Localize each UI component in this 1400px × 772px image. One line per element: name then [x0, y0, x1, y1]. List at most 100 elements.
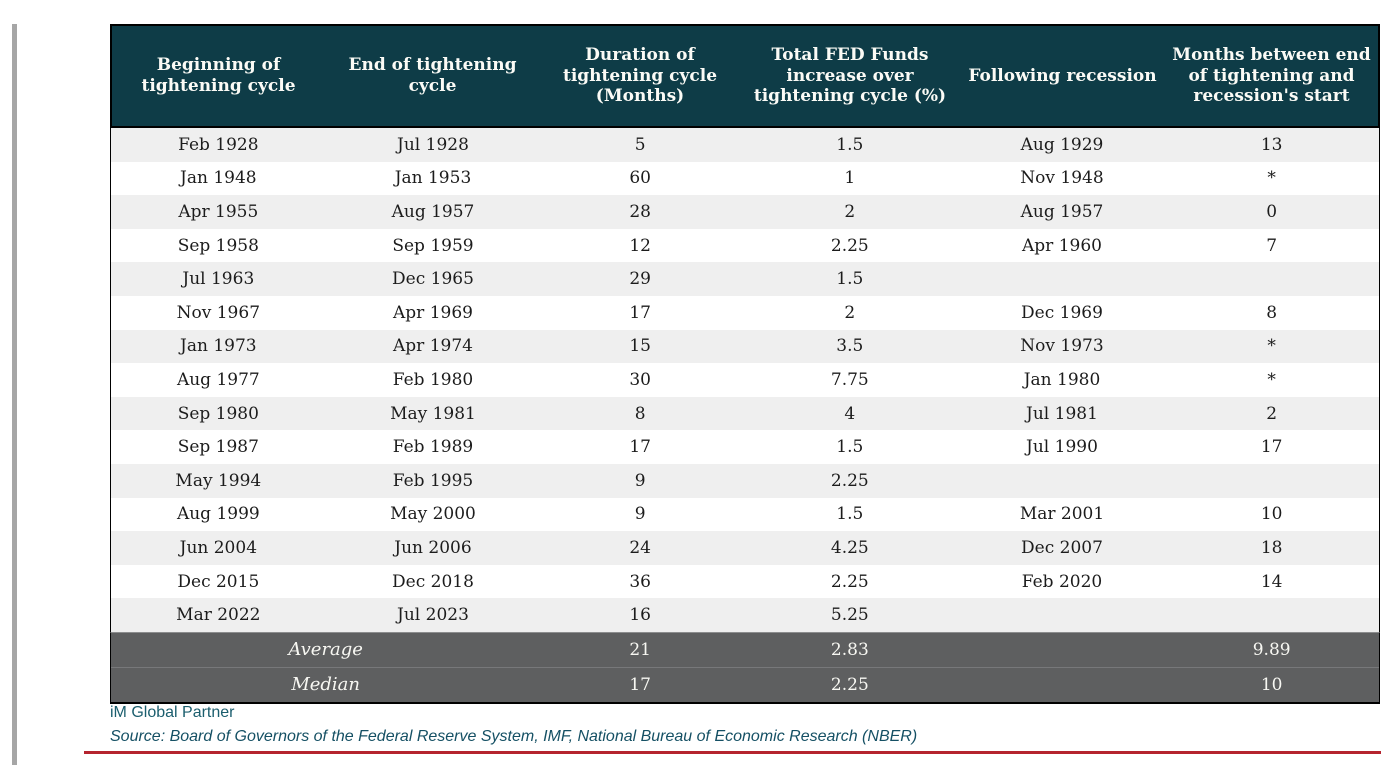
table-cell: Dec 1969	[1021, 302, 1103, 323]
table-cell: 18	[1260, 537, 1283, 558]
brand-text: iM Global Partner	[110, 704, 235, 721]
table-row: Aug 1999 May 2000 9 1.5 Mar 2001 10	[111, 497, 1379, 532]
table-cell	[1164, 262, 1379, 296]
table-cell: 1	[844, 168, 856, 189]
table-body: Feb 1928 Jul 1928 5 1.5 Aug 1929 13 Jan 1948 Ja…	[110, 128, 1380, 632]
table-cell: 17	[629, 302, 651, 323]
table-cell: 1.5	[836, 504, 864, 525]
table-cell: Apr 1969	[393, 302, 473, 323]
column-header-recession: Following recession	[968, 65, 1157, 86]
table-cell: Apr 1974	[393, 336, 473, 357]
table-cell: Jun 2006	[394, 537, 472, 558]
table-cell: 16	[629, 605, 651, 626]
table-row: Sep 1987 Feb 1989 17 1.5 Jul 1990 17	[111, 430, 1379, 464]
table-cell: 14	[1260, 571, 1283, 592]
table-row: Nov 1967 Apr 1969 17 2 Dec 1969 8	[111, 295, 1379, 330]
table-cell	[1164, 464, 1379, 498]
table-cell: Aug 1929	[1020, 134, 1104, 155]
table-cell: Jun 2004	[179, 537, 258, 558]
table-header-row: Beginning of tightening cycle End of tig…	[110, 24, 1380, 128]
table-cell: May 2000	[390, 504, 476, 525]
table-row: Mar 2022 Jul 2023 16 5.25	[111, 598, 1379, 632]
table-cell: *	[1267, 369, 1276, 390]
table-cell: Aug 1957	[1020, 201, 1104, 222]
table-cell	[1164, 598, 1379, 632]
table-cell: Jul 1990	[1026, 437, 1098, 458]
table-cell	[960, 262, 1165, 296]
column-header-duration: Duration of tightening cycle (Months)	[562, 44, 718, 107]
table-cell: 15	[629, 336, 651, 357]
table-row: Jan 1973 Apr 1974 15 3.5 Nov 1973 *	[111, 329, 1379, 364]
table-cell: 8	[634, 403, 646, 424]
table-cell: Jul 1928	[397, 134, 469, 155]
table-cell: Jul 2023	[397, 605, 469, 626]
summary-empty-cell	[960, 633, 1165, 667]
summary-months-cell: 9.89	[1252, 639, 1291, 660]
table-cell: *	[1267, 336, 1276, 357]
summary-increase-cell: 2.83	[830, 639, 869, 660]
table-cell: 13	[1260, 134, 1283, 155]
table-row: Sep 1958 Sep 1959 12 2.25 Apr 1960 7	[111, 228, 1379, 263]
table-cell: Feb 1995	[392, 470, 474, 491]
table-cell: 2	[844, 302, 856, 323]
column-header-end: End of tightening cycle	[348, 55, 517, 96]
table-cell: 60	[629, 168, 651, 189]
table-cell: 1.5	[836, 437, 864, 458]
table-row: May 1994 Feb 1995 9 2.25	[111, 463, 1379, 498]
column-header-increase: Total FED Funds increase over tightening…	[753, 44, 947, 107]
summary-duration-cell: 17	[629, 674, 651, 695]
table-cell: 2.25	[830, 470, 869, 491]
table-cell: Feb 1989	[392, 437, 474, 458]
table-cell: 2	[1266, 403, 1278, 424]
table-row: Apr 1955 Aug 1957 28 2 Aug 1957 0	[111, 195, 1379, 229]
table-cell: 1.5	[836, 269, 864, 290]
table-cell: 30	[629, 369, 651, 390]
table-cell: 17	[1260, 437, 1283, 458]
summary-label: Median	[291, 674, 360, 696]
table-row: Feb 1928 Jul 1928 5 1.5 Aug 1929 13	[111, 128, 1379, 162]
table-cell: Sep 1958	[177, 235, 259, 256]
table-cell: 10	[1260, 504, 1283, 525]
table-cell: Jul 1981	[1026, 403, 1098, 424]
summary-row-median: Median 17 2.25 10	[111, 666, 1379, 702]
table-cell: Feb 1980	[392, 369, 474, 390]
table-cell: Jan 1948	[180, 168, 257, 189]
table-cell: 2.25	[830, 235, 869, 256]
table-cell: Feb 2020	[1021, 571, 1103, 592]
table-cell: 5.25	[830, 605, 869, 626]
source-text: Source: Board of Governors of the Federa…	[110, 728, 918, 745]
table-cell: 7.75	[830, 369, 869, 390]
table-cell: 4.25	[830, 537, 869, 558]
column-header-months-gap: Months between end of tightening and rec…	[1172, 44, 1371, 107]
table-row: Aug 1977 Feb 1980 30 7.75 Jan 1980 *	[111, 363, 1379, 397]
table-cell: Sep 1959	[392, 235, 474, 256]
table-cell: *	[1267, 168, 1276, 189]
table-cell: 4	[844, 403, 856, 424]
table-cell: 3.5	[836, 336, 864, 357]
table-cell: 1.5	[836, 134, 864, 155]
table-cell: Aug 1999	[176, 504, 260, 525]
summary-empty-cell	[960, 668, 1165, 702]
table-cell: Aug 1977	[176, 369, 260, 390]
table-row: Dec 2015 Dec 2018 36 2.25 Feb 2020 14	[111, 564, 1379, 599]
table-cell: Jan 1973	[180, 336, 257, 357]
summary-row-average: Average 21 2.83 9.89	[111, 633, 1379, 667]
table-row: Jul 1963 Dec 1965 29 1.5	[111, 262, 1379, 296]
table-cell: 9	[634, 504, 646, 525]
table-cell	[960, 464, 1165, 498]
table-cell: Jan 1953	[394, 168, 472, 189]
table-cell: 8	[1266, 302, 1278, 323]
table-cell: Feb 1928	[178, 134, 259, 155]
table-cell: 12	[629, 235, 651, 256]
table-cell: May 1981	[390, 403, 476, 424]
table-cell: Dec 2007	[1021, 537, 1103, 558]
table-cell: Sep 1987	[177, 437, 259, 458]
table-cell: 17	[629, 437, 651, 458]
tightening-cycles-table: Beginning of tightening cycle End of tig…	[110, 24, 1380, 704]
table-cell: Mar 2001	[1019, 504, 1105, 525]
table-cell: Nov 1948	[1020, 168, 1104, 189]
table-cell	[960, 598, 1165, 632]
summary-label: Average	[288, 639, 363, 661]
table-cell: May 1994	[175, 470, 262, 491]
